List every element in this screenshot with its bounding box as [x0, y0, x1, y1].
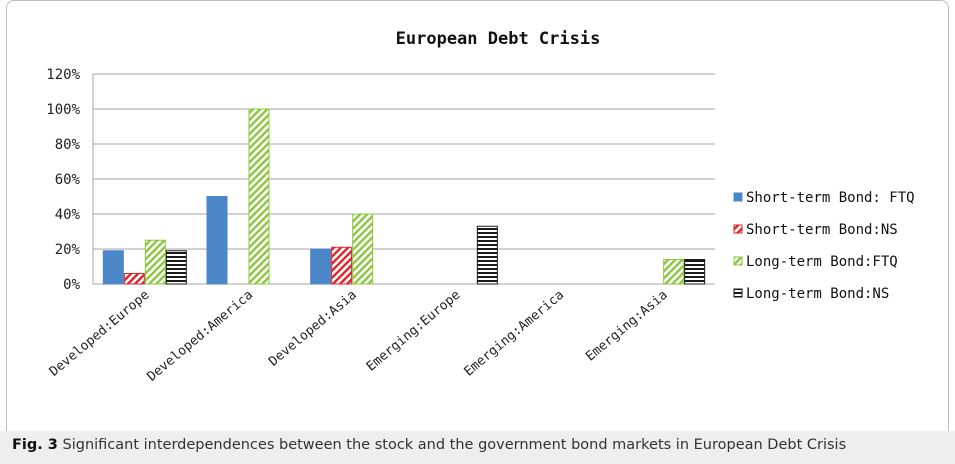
x-tick-label: Emerging:America — [461, 288, 567, 380]
legend-label: Long-term Bond:FTQ — [746, 254, 898, 270]
x-tick-label: Emerging:Europe — [364, 287, 464, 374]
y-tick-label: 40% — [55, 207, 81, 223]
legend-label: Short-term Bond:NS — [746, 222, 898, 238]
x-tick-label: Developed:America — [144, 288, 256, 385]
gridlines — [92, 73, 715, 285]
bar — [248, 108, 270, 285]
legend-label: Long-term Bond:NS — [746, 286, 889, 302]
bar — [310, 248, 332, 285]
bar — [102, 250, 124, 285]
y-tick-label: 0% — [63, 277, 80, 293]
y-tick-label: 100% — [46, 102, 80, 118]
y-tick-label: 120% — [46, 67, 80, 83]
figure-caption: Fig. 3 Significant interdependences betw… — [0, 431, 955, 464]
legend-swatch — [733, 192, 743, 202]
chart-title: European Debt Crisis — [396, 29, 601, 49]
y-tick-label: 80% — [55, 137, 81, 153]
bar — [352, 213, 374, 285]
bar — [206, 196, 228, 285]
x-tick-label: Emerging:Asia — [583, 288, 671, 365]
bar — [123, 273, 145, 285]
x-tick-label: Developed:Europe — [47, 287, 153, 379]
bar — [331, 246, 353, 285]
bars — [102, 108, 706, 285]
legend-swatch — [733, 288, 743, 298]
bar-chart: European Debt Crisis 0% 20% 40% 60% 80% 100% 1… — [46, 29, 915, 385]
legend-swatch — [733, 224, 743, 234]
legend: Short-term Bond: FTQ Short-term Bond:NS Lo… — [733, 190, 915, 302]
bar — [165, 250, 187, 285]
bar — [476, 225, 498, 285]
legend-swatch — [733, 256, 743, 266]
y-axis-ticks: 0% 20% 40% 60% 80% 100% 120% — [46, 67, 80, 293]
caption-label: Fig. 3 — [12, 437, 58, 453]
bar — [663, 259, 685, 285]
bar — [684, 259, 706, 285]
legend-label: Short-term Bond: FTQ — [746, 190, 915, 206]
y-tick-label: 20% — [55, 242, 81, 258]
bar — [144, 239, 166, 285]
y-tick-label: 60% — [55, 172, 81, 188]
x-tick-label: Developed:Asia — [266, 288, 360, 370]
caption-text: Significant interdependences between the… — [62, 437, 847, 453]
